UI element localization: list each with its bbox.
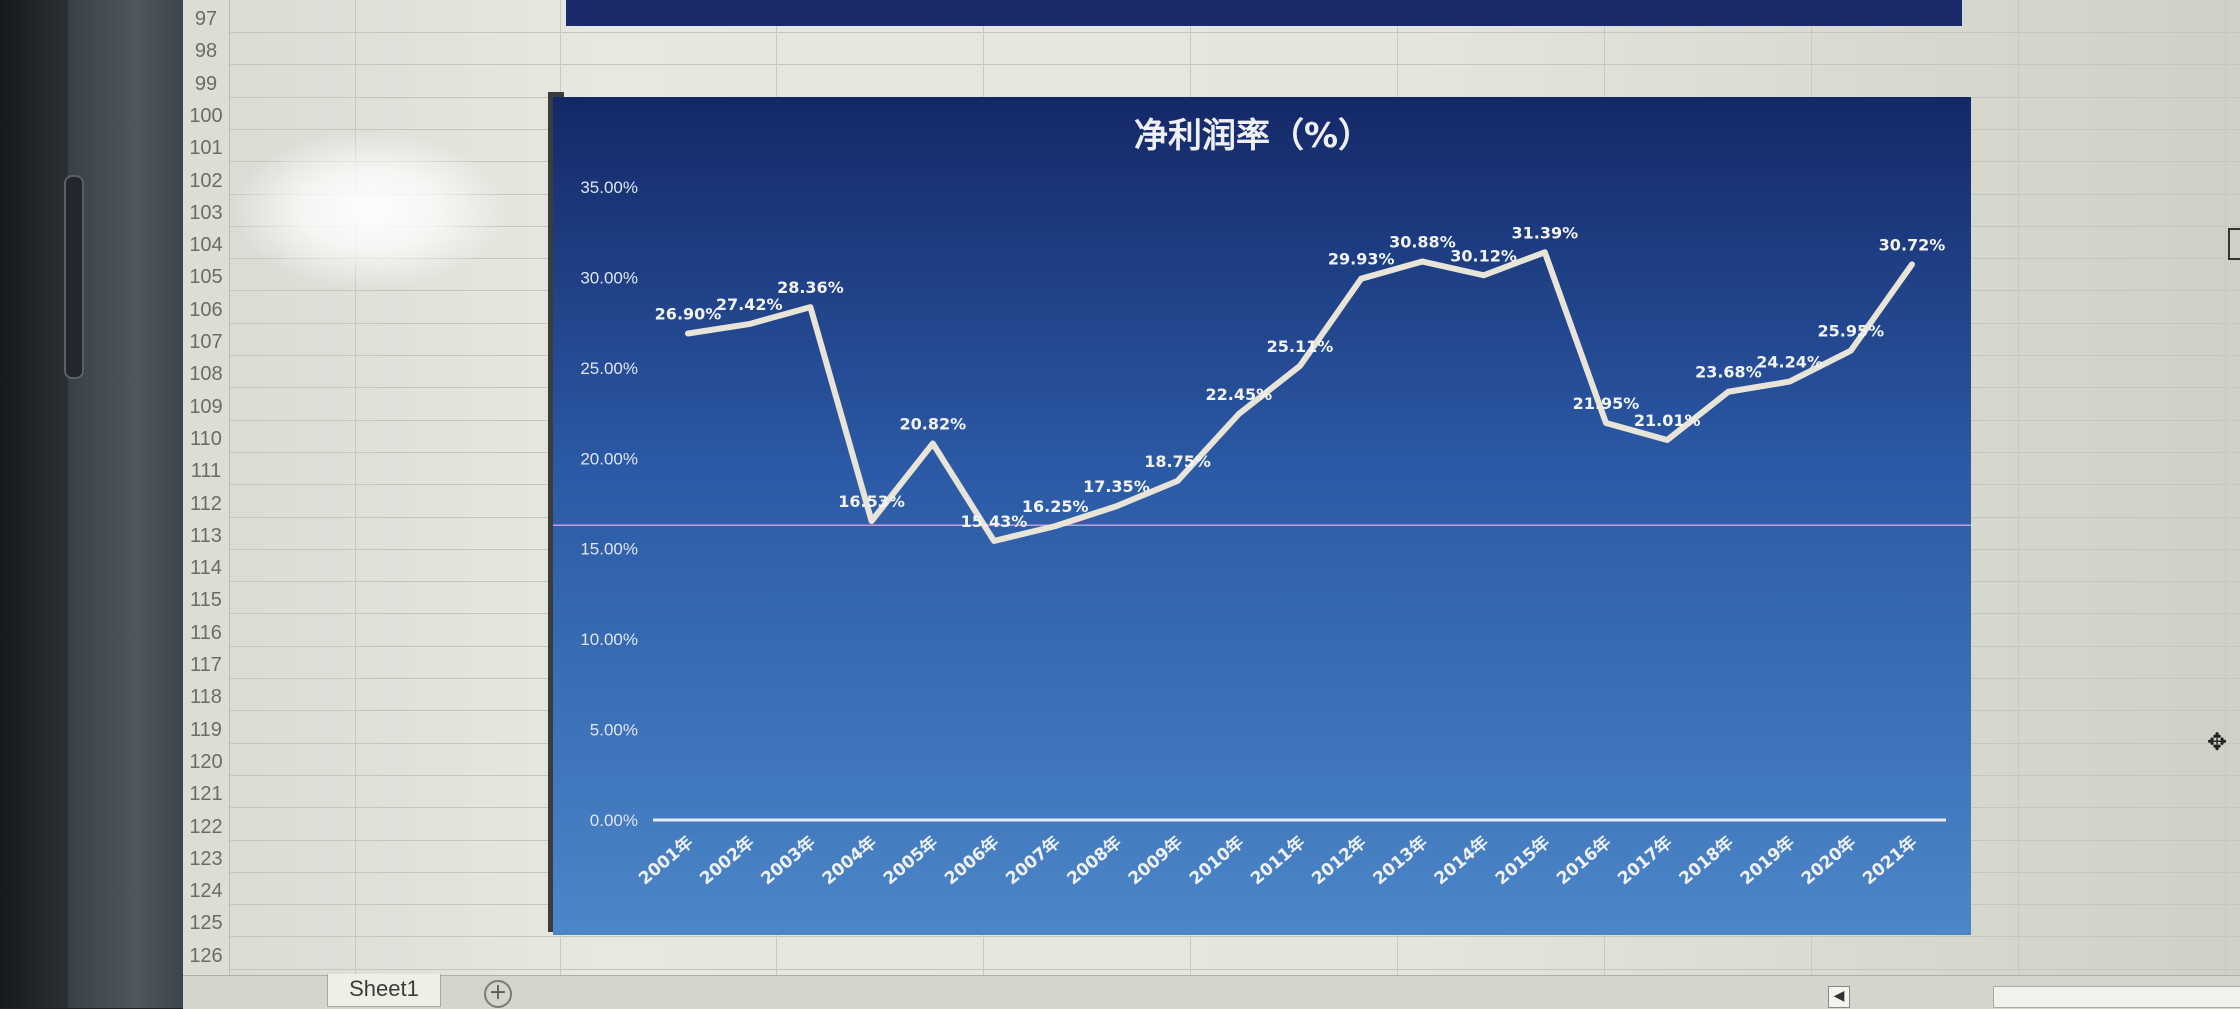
data-label: 17.35% (1083, 477, 1150, 496)
row-number[interactable]: 121 (189, 783, 223, 806)
row-gridline (229, 64, 2240, 66)
row-gridline (229, 936, 2240, 938)
row-number[interactable]: 113 (190, 524, 222, 547)
previous-chart-bottom-edge (566, 0, 1962, 26)
data-label: 30.88% (1389, 233, 1456, 252)
data-label: 27.42% (716, 295, 783, 314)
row-number[interactable]: 109 (189, 395, 223, 418)
row-number[interactable]: 120 (189, 750, 223, 773)
data-label: 20.82% (899, 414, 966, 433)
row-number[interactable]: 102 (189, 169, 223, 192)
row-number[interactable]: 107 (189, 331, 223, 353)
data-labels: 26.90%27.42%28.36% 16.53% 20.82% 15.43%16.2… (655, 223, 1946, 531)
y-tick-label: 0.00% (590, 811, 638, 830)
cursor-crosshair-icon: ✥ (2207, 728, 2228, 756)
data-label: 24.24% (1756, 353, 1823, 372)
data-label: 25.11% (1267, 337, 1334, 356)
monitor-button (64, 175, 84, 379)
data-label: 16.53% (838, 492, 905, 511)
row-gridline (229, 32, 2240, 33)
row-number[interactable]: 119 (190, 718, 222, 741)
data-label: 16.25% (1022, 497, 1089, 516)
data-label: 23.68% (1695, 363, 1762, 382)
row-number[interactable]: 126 (189, 944, 223, 967)
row-number[interactable]: 97 (194, 8, 218, 30)
row-number[interactable]: 99 (194, 72, 218, 95)
row-number[interactable]: 104 (189, 234, 223, 257)
data-label: 29.93% (1328, 250, 1395, 269)
row-number[interactable]: 106 (189, 298, 223, 321)
screen-glare (230, 130, 510, 290)
sheet-tab-sheet1[interactable]: Sheet1 (327, 974, 441, 1007)
data-label: 25.95% (1817, 322, 1884, 341)
data-label: 21.01% (1634, 411, 1701, 430)
horizontal-scrollbar[interactable] (1993, 986, 2240, 1008)
window-edge-marker (2228, 228, 2240, 260)
chart-svg: 净利润率（%） 0.00% 5.00% 10.00% 15.00% 20.00% 25.0… (553, 97, 1971, 935)
row-number[interactable]: 114 (190, 557, 222, 580)
drop-lines (687, 252, 1913, 820)
y-tick-label: 35.00% (580, 178, 638, 197)
data-label: 26.90% (655, 304, 722, 323)
data-label: 15.43% (961, 512, 1028, 531)
row-number[interactable]: 111 (190, 460, 222, 483)
y-tick-label: 10.00% (580, 630, 638, 649)
row-number[interactable]: 100 (189, 104, 223, 127)
data-label: 18.75% (1144, 452, 1211, 471)
column-gridline (355, 0, 356, 975)
row-number[interactable]: 105 (189, 266, 223, 289)
scroll-left-icon[interactable]: ◀ (1828, 986, 1850, 1008)
row-number[interactable]: 115 (190, 589, 222, 612)
chart-background (553, 97, 1971, 935)
add-sheet-icon[interactable]: + (484, 980, 512, 1008)
monitor-frame (68, 0, 183, 1008)
data-label: 30.12% (1450, 246, 1517, 265)
monitor-bezel (0, 0, 68, 1008)
data-label: 22.45% (1205, 385, 1272, 404)
y-tick-label: 20.00% (580, 449, 638, 468)
data-label: 21.95% (1573, 394, 1640, 413)
y-tick-label: 25.00% (580, 359, 638, 378)
row-number[interactable]: 108 (189, 363, 223, 386)
row-gridline (229, 968, 2240, 970)
row-number[interactable]: 116 (190, 621, 222, 644)
chart-title: 净利润率（%） (1134, 116, 1372, 156)
row-number[interactable]: 122 (189, 815, 223, 838)
y-tick-label: 30.00% (580, 268, 638, 287)
column-gridline (2225, 0, 2226, 975)
row-number[interactable]: 110 (190, 427, 222, 450)
data-label: 28.36% (777, 278, 844, 297)
y-tick-label: 5.00% (590, 721, 638, 740)
net-profit-margin-chart[interactable]: 净利润率（%） 0.00% 5.00% 10.00% 15.00% 20.00% 25.0… (553, 97, 1971, 935)
row-number[interactable]: 98 (194, 40, 218, 63)
data-label: 31.39% (1511, 223, 1578, 242)
row-number[interactable]: 101 (189, 137, 223, 160)
row-number[interactable]: 118 (190, 686, 222, 709)
y-axis: 0.00% 5.00% 10.00% 15.00% 20.00% 25.00% 30.00%… (580, 178, 638, 830)
series-line (685, 249, 1915, 544)
column-gridline (2018, 0, 2019, 975)
sheet-tab-bar: Sheet1 + ◀ (183, 974, 2240, 1009)
row-number[interactable]: 124 (189, 880, 223, 903)
row-number[interactable]: 112 (190, 492, 222, 515)
row-number[interactable]: 117 (190, 654, 222, 676)
net-profit-margin-line (685, 249, 1915, 544)
row-number[interactable]: 125 (189, 912, 223, 935)
row-number[interactable]: 123 (189, 847, 223, 870)
row-number[interactable]: 103 (189, 201, 223, 224)
data-label: 30.72% (1879, 235, 1946, 254)
row-header-column[interactable]: 97 98 99 100 101 102 103 104 105 106 107 108 109 110 1… (183, 0, 230, 975)
y-tick-label: 15.00% (580, 540, 638, 559)
